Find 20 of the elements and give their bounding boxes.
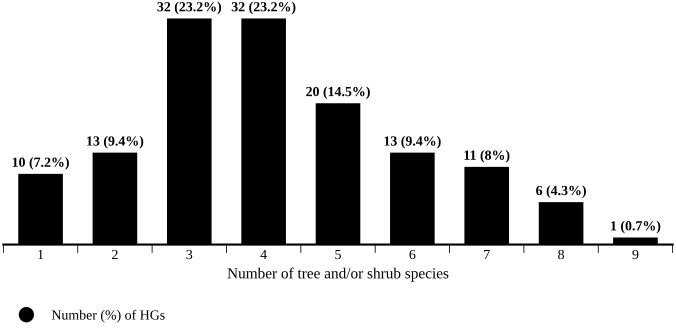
legend-label: Number (%) of HGs [52,310,165,322]
data-label: 32 (23.2%) [157,2,222,14]
x-tick-label: 4 [260,250,267,260]
data-label: 6 (4.3%) [536,185,586,198]
data-label: 32 (23.2%) [232,2,296,14]
x-tick-label: 9 [632,250,638,260]
x-tick-label: 1 [38,250,44,260]
x-tick-label: 7 [484,250,490,260]
x-axis-title: Number of tree and/or shrub species [227,268,448,282]
data-label: 13 (9.4%) [87,136,144,149]
x-tick-label: 3 [186,250,192,260]
data-label: 11 (8%) [464,150,510,163]
data-label: 13 (9.4%) [384,136,441,149]
x-tick-label: 2 [112,250,118,260]
x-tick-label: 6 [409,250,416,260]
x-tick-label: 5 [335,250,341,260]
data-label: 10 (7.2%) [12,157,69,170]
x-tick-label: 8 [558,250,564,260]
data-label: 1 (0.7%) [611,220,660,234]
data-label: 20 (14.5%) [306,86,370,100]
